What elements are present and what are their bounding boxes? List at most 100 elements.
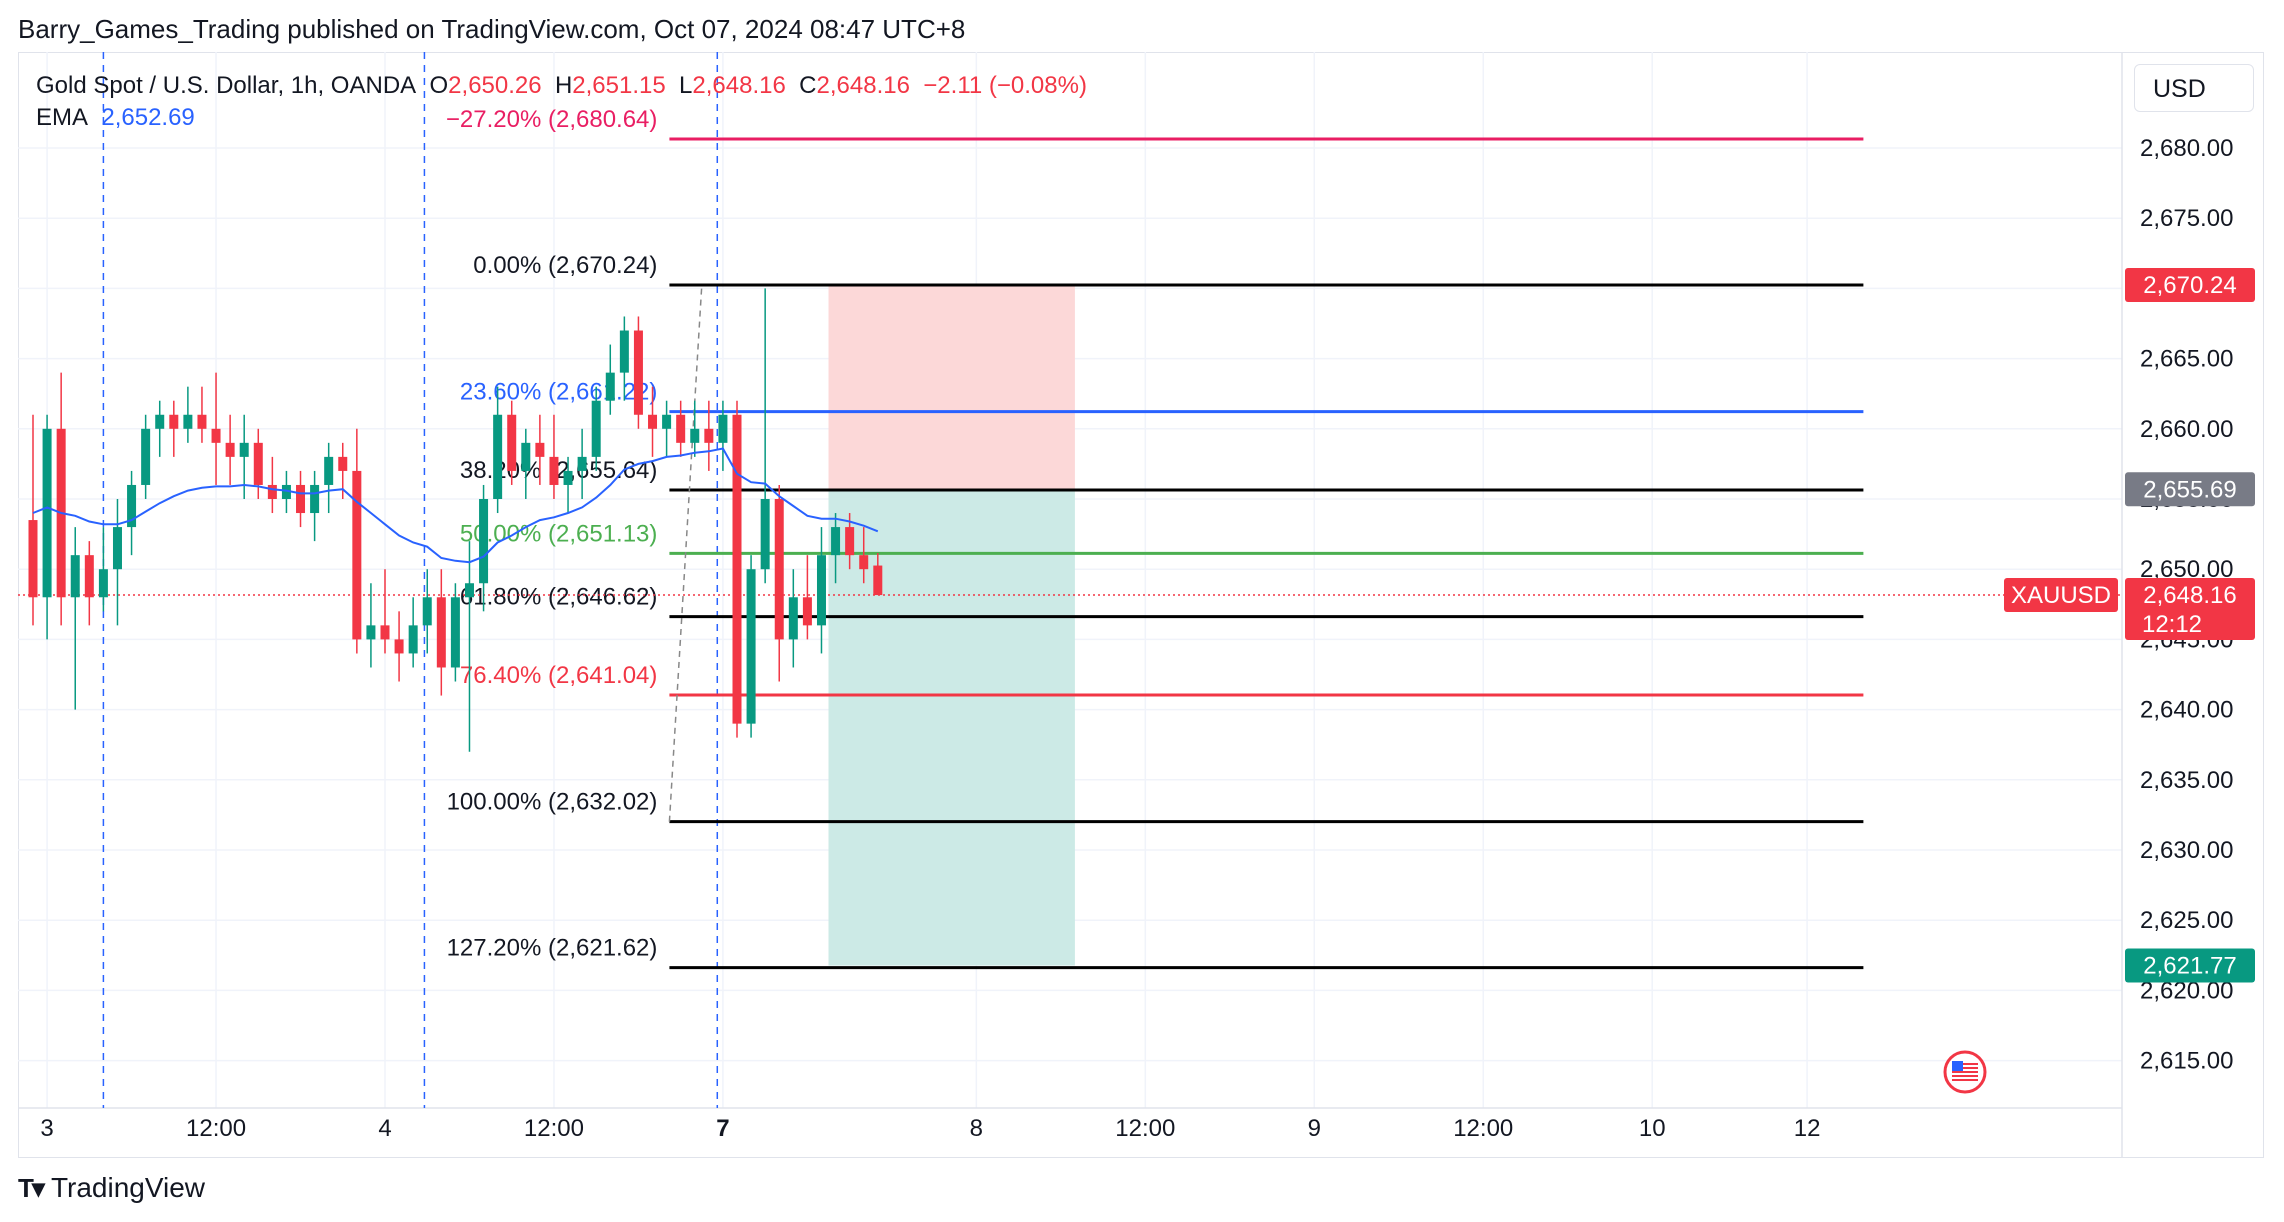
candle-up[interactable] bbox=[422, 597, 432, 626]
ema-value: 2,652.69 bbox=[101, 104, 195, 131]
candle-down[interactable] bbox=[169, 414, 179, 429]
fib-level-label: −27.20% (2,680.64) bbox=[446, 106, 658, 133]
ema-line[interactable] bbox=[32, 447, 879, 564]
ema-row: EMA 2,652.69 bbox=[36, 102, 1087, 134]
candle-up[interactable] bbox=[760, 499, 770, 570]
candle-up[interactable] bbox=[70, 555, 80, 598]
candle-down[interactable] bbox=[338, 456, 348, 471]
candle-down[interactable] bbox=[732, 414, 742, 724]
candle-up[interactable] bbox=[563, 470, 573, 485]
candle-down[interactable] bbox=[633, 330, 643, 415]
candle-up[interactable] bbox=[690, 428, 700, 443]
candle-down[interactable] bbox=[774, 499, 784, 640]
publisher-line: Barry_Games_Trading published on Trading… bbox=[18, 14, 966, 44]
candle-down[interactable] bbox=[211, 428, 221, 443]
time-tick-label: 7 bbox=[716, 1115, 729, 1142]
price-tick-label: 2,680.00 bbox=[2140, 135, 2233, 162]
brand-name: TradingView bbox=[50, 1172, 206, 1203]
candle-up[interactable] bbox=[366, 625, 376, 640]
candle-up[interactable] bbox=[464, 583, 474, 598]
time-tick-label: 3 bbox=[40, 1115, 53, 1142]
price-tag-text: 2,621.77 bbox=[2143, 953, 2236, 980]
candle-down[interactable] bbox=[507, 414, 517, 471]
candle-down[interactable] bbox=[549, 456, 559, 485]
close-value: 2,648.16 bbox=[816, 72, 910, 99]
fib-level-label: 61.80% (2,646.62) bbox=[460, 584, 657, 611]
candle-down[interactable] bbox=[859, 555, 869, 570]
candle-up[interactable] bbox=[408, 625, 418, 654]
candle-down[interactable] bbox=[380, 625, 390, 640]
candle-down[interactable] bbox=[436, 597, 446, 668]
candle-down[interactable] bbox=[28, 520, 38, 598]
candle-up[interactable] bbox=[324, 456, 334, 485]
candle-down[interactable] bbox=[873, 565, 883, 596]
candle-up[interactable] bbox=[281, 484, 291, 499]
candle-down[interactable] bbox=[352, 470, 362, 640]
candle-up[interactable] bbox=[141, 428, 151, 485]
tradingview-logo: T▾ TradingView bbox=[18, 1172, 205, 1204]
fib-level-label: 0.00% (2,670.24) bbox=[473, 252, 657, 279]
candle-up[interactable] bbox=[127, 484, 137, 528]
candle-up[interactable] bbox=[788, 597, 798, 640]
candle-down[interactable] bbox=[225, 442, 235, 457]
chart-legend: Gold Spot / U.S. Dollar, 1h, OANDA O 2,65… bbox=[36, 70, 1087, 134]
candle-down[interactable] bbox=[394, 639, 404, 654]
candle-down[interactable] bbox=[84, 555, 94, 598]
price-tick-label: 2,615.00 bbox=[2140, 1048, 2233, 1075]
flag-canton bbox=[1952, 1061, 1963, 1071]
candle-down[interactable] bbox=[253, 442, 263, 485]
candle-up[interactable] bbox=[493, 414, 503, 499]
time-tick-label: 12 bbox=[1794, 1115, 1821, 1142]
chart-frame[interactable] bbox=[18, 52, 2264, 1158]
stop-loss-zone[interactable] bbox=[828, 285, 1075, 490]
fib-trend-line[interactable] bbox=[668, 284, 703, 822]
open-label: O bbox=[429, 72, 449, 99]
close-label: C bbox=[799, 72, 817, 99]
candle-up[interactable] bbox=[183, 414, 193, 429]
take-profit-zone[interactable] bbox=[828, 489, 1075, 966]
candle-down[interactable] bbox=[648, 414, 658, 429]
price-tick-label: 2,665.00 bbox=[2140, 346, 2233, 373]
tradingview-logo-icon: T▾ bbox=[18, 1172, 45, 1203]
price-tick-label: 2,630.00 bbox=[2140, 837, 2233, 864]
candle-down[interactable] bbox=[197, 414, 207, 429]
time-tick-label: 8 bbox=[970, 1115, 983, 1142]
ema-label[interactable]: EMA bbox=[36, 104, 89, 131]
candle-up[interactable] bbox=[591, 400, 601, 457]
time-tick-label: 12:00 bbox=[1115, 1115, 1175, 1142]
candle-up[interactable] bbox=[310, 484, 320, 514]
candle-up[interactable] bbox=[450, 597, 460, 668]
candle-up[interactable] bbox=[42, 428, 52, 598]
candle-down[interactable] bbox=[704, 428, 714, 443]
price-tick-label: 2,635.00 bbox=[2140, 767, 2233, 794]
fib-level-label: 76.40% (2,641.04) bbox=[460, 662, 657, 689]
candle-up[interactable] bbox=[98, 569, 108, 598]
candle-up[interactable] bbox=[746, 569, 756, 724]
candle-up[interactable] bbox=[479, 499, 489, 584]
candle-up[interactable] bbox=[521, 442, 531, 471]
symbol-title[interactable]: Gold Spot / U.S. Dollar, 1h, OANDA bbox=[36, 72, 417, 99]
candle-down[interactable] bbox=[535, 442, 545, 457]
candle-up[interactable] bbox=[831, 527, 841, 556]
price-tick-label: 2,660.00 bbox=[2140, 416, 2233, 443]
candle-up[interactable] bbox=[155, 414, 165, 429]
candle-up[interactable] bbox=[816, 555, 826, 626]
price-tag bbox=[2125, 948, 2255, 983]
candle-up[interactable] bbox=[112, 527, 122, 570]
candle-up[interactable] bbox=[605, 372, 615, 401]
candle-up[interactable] bbox=[619, 330, 629, 373]
candle-down[interactable] bbox=[296, 484, 306, 514]
candle-down[interactable] bbox=[676, 414, 686, 443]
price-tag bbox=[2125, 472, 2255, 507]
candle-up[interactable] bbox=[577, 456, 587, 471]
candle-up[interactable] bbox=[662, 414, 672, 429]
candle-down[interactable] bbox=[845, 527, 855, 556]
candle-up[interactable] bbox=[239, 442, 249, 457]
candle-down[interactable] bbox=[802, 597, 812, 626]
candle-up[interactable] bbox=[718, 414, 728, 443]
currency-button[interactable]: USD bbox=[2134, 64, 2254, 112]
time-tick-label: 12:00 bbox=[524, 1115, 584, 1142]
candle-down[interactable] bbox=[267, 484, 277, 499]
price-tag-text: 2,655.69 bbox=[2143, 476, 2236, 503]
